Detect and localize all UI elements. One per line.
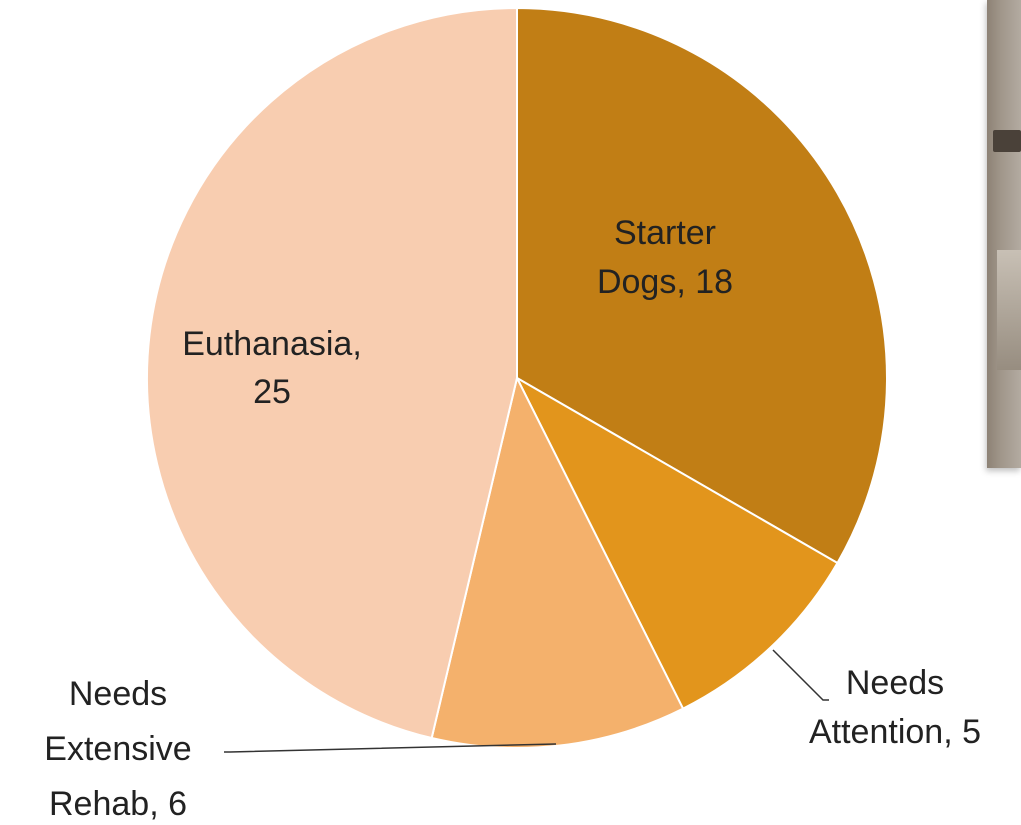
slice-label-needs-attention-line1: Needs [846,664,944,702]
leader-line-needs-extensive-rehab [224,743,557,753]
slice-label-needs-extensive-rehab-line3: Rehab, 6 [49,785,187,823]
slice-label-needs-attention-line2: Attention, 5 [809,713,981,751]
leader-line-needs-attention [772,649,829,701]
slice-label-starter-dogs-line2: Dogs, 18 [597,263,733,301]
pie-slice-euthanasia [146,6,518,740]
slice-label-euthanasia-line1: Euthanasia, [182,325,362,363]
slice-label-starter-dogs-line1: Starter [614,214,716,252]
pie-slice-needs-attention [514,375,839,710]
slice-label-needs-extensive-rehab-line2: Extensive [44,730,191,768]
pie-slices [146,6,888,749]
slice-label-needs-extensive-rehab-line1: Needs [69,675,167,713]
photo-fragment [987,0,1021,468]
slice-label-euthanasia-line2: 25 [253,373,291,411]
pie-slice-needs-extensive-rehab [430,375,685,749]
pie-slice-starter-dogs [516,6,888,565]
